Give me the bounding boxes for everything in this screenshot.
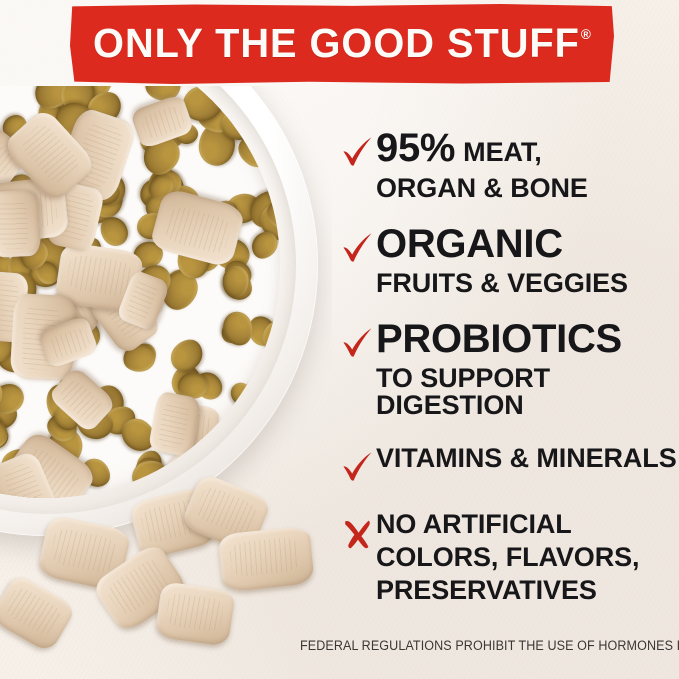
benefit-item-meat: 95% MEAT, ORGAN & BONE	[340, 128, 679, 202]
freeze-dried-piece	[217, 525, 315, 593]
benefit-headline: 95%	[376, 126, 456, 170]
benefit-text-vitamins: VITAMINS & MINERALS	[376, 445, 677, 472]
benefit-subtext: TO SUPPORT DIGESTION	[376, 363, 551, 420]
check-icon	[340, 323, 376, 363]
benefit-headline: PROBIOTICS	[376, 317, 622, 361]
benefit-headline-row: 95% MEAT,	[376, 128, 588, 168]
benefit-headline: ORGANIC	[376, 222, 563, 266]
benefit-text-organic: ORGANIC FRUITS & VEGGIES	[376, 224, 628, 297]
registered-trademark-icon: ®	[580, 26, 591, 42]
freeze-dried-piece	[0, 189, 42, 259]
x-icon	[340, 515, 376, 555]
footer-disclaimer: FEDERAL REGULATIONS PROHIBIT THE USE OF …	[300, 638, 679, 653]
freeze-dried-piece	[0, 572, 77, 654]
benefit-item-organic: ORGANIC FRUITS & VEGGIES	[340, 224, 679, 297]
benefit-item-vitamins: VITAMINS & MINERALS	[340, 445, 679, 485]
banner-title: ONLY THE GOOD STUFF ®	[78, 4, 606, 84]
product-photo	[0, 86, 332, 679]
check-icon	[340, 449, 376, 489]
freeze-dried-piece	[154, 581, 236, 647]
benefit-item-no-artificial: NO ARTIFICIAL COLORS, FLAVORS, PRESERVAT…	[340, 511, 679, 604]
banner-background	[70, 4, 614, 84]
benefit-subtext: ORGAN & BONE	[376, 173, 588, 203]
headline-banner: ONLY THE GOOD STUFF ®	[70, 4, 614, 84]
benefit-subtext-line2: COLORS, FLAVORS,	[376, 542, 640, 572]
benefit-subtext-line1: NO ARTIFICIAL	[376, 509, 572, 539]
benefit-subtext: FRUITS & VEGGIES	[376, 268, 628, 298]
bowl-interior	[0, 86, 280, 498]
benefits-list: 95% MEAT, ORGAN & BONE ORGANIC FRUITS & V…	[340, 128, 679, 604]
benefit-headline-suffix: MEAT,	[463, 137, 542, 167]
kibble-piece	[221, 265, 249, 297]
kibble-piece	[229, 416, 276, 460]
check-icon	[340, 228, 376, 268]
check-icon	[340, 132, 376, 172]
benefit-text-no-artificial: NO ARTIFICIAL COLORS, FLAVORS, PRESERVAT…	[376, 509, 640, 605]
benefit-text-meat: 95% MEAT, ORGAN & BONE	[376, 128, 588, 202]
benefit-item-probiotics: PROBIOTICS TO SUPPORT DIGESTION	[340, 319, 679, 419]
kibble-field	[0, 86, 280, 498]
benefit-subtext-line3: PRESERVATIVES	[376, 575, 597, 605]
banner-title-text: ONLY THE GOOD STUFF	[93, 19, 580, 66]
benefit-text-probiotics: PROBIOTICS TO SUPPORT DIGESTION	[376, 319, 679, 419]
benefit-subtext: VITAMINS & MINERALS	[376, 443, 677, 473]
